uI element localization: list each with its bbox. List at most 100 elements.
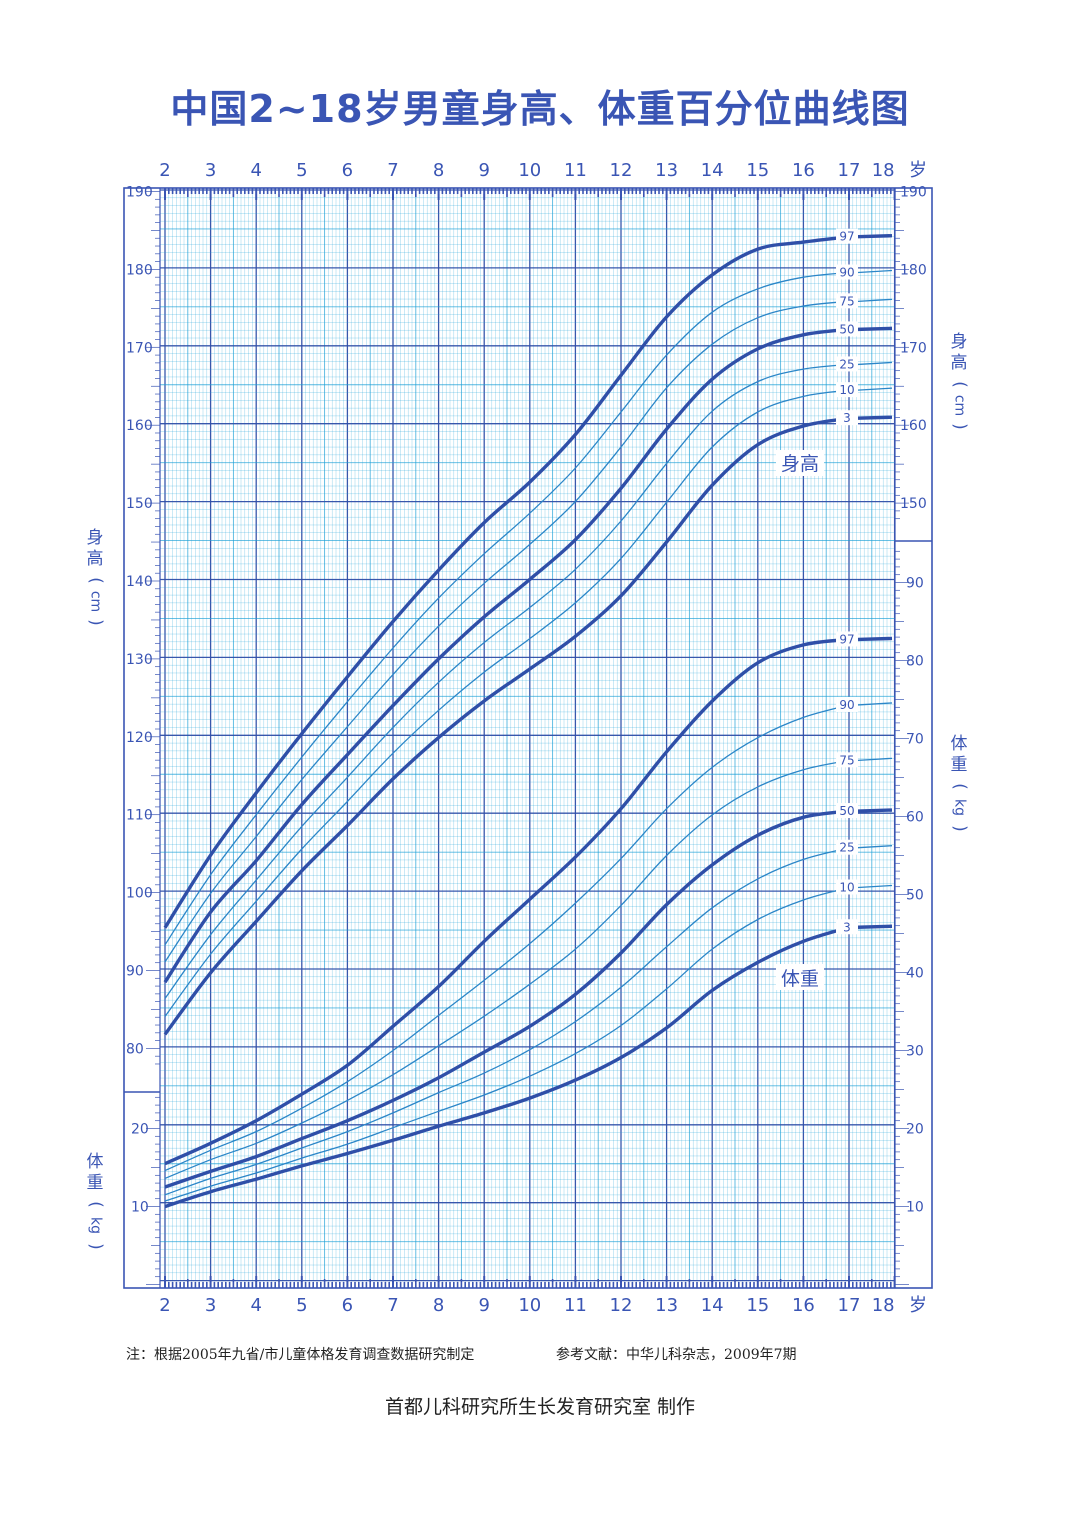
- weight-curve-p97: [164, 637, 850, 1166]
- weight-curve-tail: [857, 757, 893, 761]
- height-curve-tail: [857, 326, 893, 332]
- age-tick-label-top: 8: [433, 160, 444, 181]
- height-curve-tail: [857, 361, 893, 366]
- age-tick-label-bottom: 18: [872, 1295, 895, 1316]
- weight-percentile-bg: [836, 919, 858, 935]
- height-percentile-bg: [836, 228, 858, 244]
- chart-tick-labels: 2 2 3 3 4 4 5 5 6 6 7 7 8 8 9 9 10 10 11 11 12 12 13 13 14 14 15 15…: [126, 160, 927, 1316]
- age-tick-label-top: 17: [838, 160, 861, 181]
- weight-percentile-label: 25: [839, 841, 854, 855]
- age-tick-label-bottom: 16: [792, 1295, 815, 1316]
- age-tick-label-bottom: 10: [518, 1295, 541, 1316]
- height-section-label: 身高: [781, 453, 819, 475]
- height-percentile-bg: [836, 321, 858, 337]
- weight-percentile-label: 10: [839, 880, 854, 894]
- height-tick-label-right: 150: [900, 496, 927, 512]
- weight-curve-p10: [164, 886, 850, 1202]
- credit-line: 首都儿科研究所生长发育研究室 制作: [384, 1396, 696, 1418]
- weight-tick-label-right: 50: [906, 888, 924, 904]
- height-curve-p75: [164, 300, 850, 963]
- height-curve-p10: [164, 389, 850, 1017]
- height-curve-p90: [164, 271, 850, 946]
- age-tick-label-top: 13: [655, 160, 678, 181]
- weight-percentile-label: 3: [843, 920, 851, 934]
- age-unit-label-bottom: 岁: [909, 1295, 927, 1316]
- age-tick-label-top: 5: [296, 160, 307, 181]
- weight-curve-tail: [857, 884, 893, 889]
- age-tick-label-top: 14: [701, 160, 724, 181]
- weight-percentile-bg: [836, 803, 858, 819]
- height-section-label-bg: [776, 450, 824, 476]
- height-percentile-label: 75: [839, 294, 854, 308]
- age-tick-label-top: 4: [250, 160, 261, 181]
- age-tick-label-top: 9: [478, 160, 489, 181]
- age-tick-label-bottom: 8: [433, 1295, 444, 1316]
- weight-curve-tail: [857, 845, 893, 849]
- age-tick-label-top: 12: [610, 160, 633, 181]
- height-percentile-label: 50: [839, 322, 854, 336]
- age-tick-label-bottom: 4: [250, 1295, 261, 1316]
- height-tick-label-left: 110: [126, 808, 153, 824]
- height-percentile-bg: [836, 293, 858, 309]
- height-percentile-bg: [836, 356, 858, 372]
- age-tick-label-bottom: 14: [701, 1295, 724, 1316]
- weight-percentile-label: 90: [839, 698, 854, 712]
- weight-curve-tail: [857, 636, 893, 642]
- weight-curve-tail: [857, 924, 893, 929]
- height-curve-tail: [857, 415, 893, 420]
- weight-percentile-bg: [836, 696, 858, 712]
- height-curve-tail: [857, 269, 893, 274]
- height-tick-label-left: 140: [126, 574, 153, 590]
- height-curve-p97: [163, 235, 850, 929]
- weight-percentile-bg: [836, 879, 858, 895]
- age-tick-label-bottom: 3: [205, 1295, 216, 1316]
- weight-tick-label-right: 70: [906, 732, 924, 748]
- age-tick-label-top: 18: [872, 160, 895, 181]
- height-percentile-bg: [836, 382, 858, 398]
- height-tick-label-left: 130: [126, 652, 153, 668]
- height-percentile-label: 25: [839, 357, 854, 371]
- height-curve-p3: [163, 416, 850, 1036]
- age-tick-label-bottom: 9: [478, 1295, 489, 1316]
- age-tick-label-top: 11: [564, 160, 587, 181]
- weight-tick-label-right: 80: [906, 654, 924, 670]
- weight-axis-title-left: 体 重 ( kg ): [85, 1152, 106, 1250]
- age-tick-label-top: 15: [746, 160, 769, 181]
- weight-curve-p25: [164, 847, 850, 1196]
- height-curve-tail: [857, 298, 893, 302]
- age-tick-label-bottom: 13: [655, 1295, 678, 1316]
- weight-tick-label-right: 90: [906, 576, 924, 592]
- height-tick-label-left: 190: [126, 185, 153, 201]
- age-tick-label-bottom: 12: [610, 1295, 633, 1316]
- footnote-source: 注：根据2005年九省/市儿童体格发育调查数据研究制定: [126, 1347, 475, 1363]
- height-tick-label-right: 160: [900, 418, 927, 434]
- height-curve-tail: [857, 233, 893, 239]
- height-curve-tail: [857, 387, 893, 391]
- height-tick-label-right: 170: [900, 340, 927, 356]
- age-tick-label-bottom: 17: [838, 1295, 861, 1316]
- height-tick-label-left: 180: [126, 262, 153, 278]
- weight-curve-p75: [164, 759, 850, 1180]
- weight-tick-label-left: 10: [131, 1200, 149, 1216]
- age-tick-label-top: 6: [342, 160, 353, 181]
- footnote-reference: 参考文献：中华儿科杂志，2009年7期: [556, 1347, 797, 1363]
- weight-percentile-label: 97: [839, 632, 854, 646]
- age-tick-label-bottom: 7: [387, 1295, 398, 1316]
- weight-tick-label-left: 20: [131, 1122, 149, 1138]
- chart-curves: [163, 233, 893, 1209]
- chart-grid: [160, 189, 896, 1286]
- weight-percentile-bg: [836, 752, 858, 768]
- height-percentile-label: 97: [839, 230, 854, 244]
- height-tick-label-left: 150: [126, 496, 153, 512]
- age-tick-label-bottom: 2: [159, 1295, 170, 1316]
- weight-tick-label-right: 60: [906, 810, 924, 826]
- weight-curve-p3: [164, 925, 850, 1209]
- height-percentile-label: 10: [839, 383, 854, 397]
- weight-curve-p90: [164, 704, 850, 1172]
- age-tick-label-top: 16: [792, 160, 815, 181]
- weight-curve-tail: [857, 702, 893, 706]
- height-curve-p50: [163, 327, 850, 984]
- height-tick-label-left: 120: [126, 730, 153, 746]
